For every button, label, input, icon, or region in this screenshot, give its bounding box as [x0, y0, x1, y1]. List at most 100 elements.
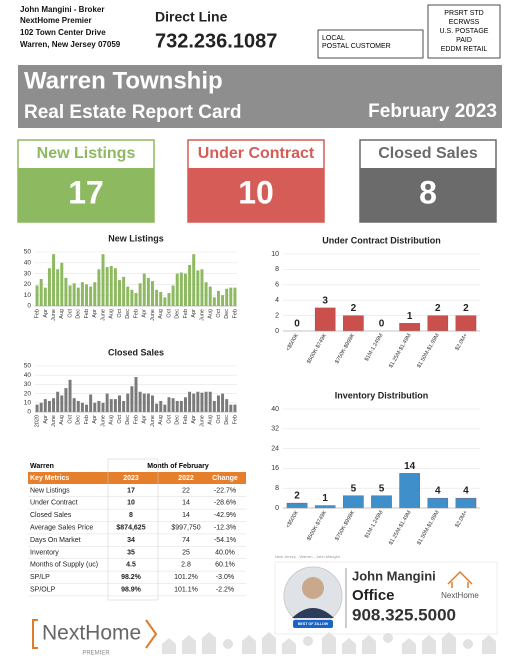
- postage-box: [427, 4, 501, 59]
- y-tick-label: 0: [275, 328, 279, 335]
- table-cell: 40.0%: [215, 549, 235, 556]
- table-cell: New Listings: [30, 487, 70, 494]
- bar: [159, 291, 163, 306]
- bar: [76, 287, 80, 306]
- table-cell: 25: [182, 549, 190, 556]
- y-tick-label: 24: [271, 445, 279, 452]
- footer-caption: New Jersey - Warren - John Mangini: [275, 554, 340, 559]
- y-tick-label: 10: [24, 292, 32, 299]
- bar: [233, 287, 237, 306]
- bar: [109, 266, 113, 306]
- table-cell: SP/LP: [30, 574, 50, 581]
- table-cell: 98.9%: [121, 587, 142, 594]
- house-icon: [322, 632, 336, 654]
- bar: [455, 315, 477, 332]
- direct-label: Direct Line: [155, 9, 228, 25]
- x-tick-label: Apr: [142, 415, 148, 424]
- table-period: Month of February: [147, 463, 209, 470]
- bar: [314, 505, 336, 509]
- card-logo: NextHome: [441, 591, 479, 600]
- table-column-header: 2023: [123, 475, 139, 482]
- bar: [60, 262, 64, 306]
- y-tick-label: 6: [275, 282, 279, 289]
- bar: [343, 315, 364, 332]
- table-area: Warren: [30, 463, 54, 470]
- bar: [221, 393, 225, 412]
- y-tick-label: 4: [275, 297, 279, 304]
- bar: [85, 284, 89, 306]
- table-cell: Inventory: [30, 549, 59, 556]
- y-tick-label: 40: [271, 406, 279, 413]
- bar: [155, 403, 159, 412]
- badge-text: BEST OF ZILLOW: [298, 622, 329, 626]
- bar: [200, 269, 204, 306]
- bar: [72, 283, 76, 306]
- card-logo-icon: [447, 570, 473, 588]
- summary-label: Closed Sales: [378, 145, 478, 162]
- house-icon: [402, 638, 416, 654]
- bar: [163, 404, 167, 412]
- bar: [399, 323, 420, 332]
- bar: [118, 395, 121, 412]
- table-column-shade: [107, 458, 159, 601]
- x-tick-label: Aug: [208, 415, 214, 425]
- bar: [138, 283, 142, 306]
- x-tick-label: Aug: [158, 415, 164, 425]
- bar: [221, 295, 225, 306]
- x-tick-label: Feb: [183, 309, 189, 318]
- bar: [113, 268, 117, 306]
- office-label: Office: [352, 587, 395, 604]
- table-cell: -42.9%: [214, 512, 236, 519]
- table-column-header: Change: [212, 475, 238, 482]
- x-tick-label: Dec: [224, 415, 230, 425]
- y-tick-label: 20: [24, 281, 32, 288]
- x-tick-label: Aug: [59, 415, 65, 425]
- bar: [80, 402, 84, 412]
- table-cell: Months of Supply (uc): [30, 562, 98, 569]
- bar: [167, 397, 171, 412]
- x-tick-label: Oct: [117, 309, 123, 318]
- x-tick-label: Feb: [232, 415, 238, 424]
- bar: [138, 391, 142, 412]
- bar: [427, 315, 449, 332]
- table-cell: Under Contract: [30, 500, 78, 507]
- table-cell: -2.2%: [216, 587, 234, 594]
- data-label: 4: [463, 486, 469, 497]
- x-tick-label: Apr: [43, 415, 49, 424]
- y-tick-label: 40: [24, 372, 32, 379]
- bar: [64, 277, 68, 306]
- bar: [286, 502, 308, 509]
- bar: [142, 393, 146, 412]
- x-tick-label: Dec: [125, 415, 131, 425]
- bar: [60, 395, 64, 412]
- house-icon: [442, 632, 456, 654]
- x-tick-label: Dec: [224, 309, 230, 319]
- chart-title: Closed Sales: [108, 347, 164, 357]
- data-label: 4: [435, 486, 441, 497]
- x-tick-label: Oct: [216, 309, 222, 318]
- x-tick-label: June: [51, 415, 57, 427]
- bar: [171, 285, 175, 306]
- house-icon: [202, 632, 216, 654]
- y-tick-label: 8: [275, 266, 279, 273]
- table-cell: 101.1%: [174, 587, 198, 594]
- table-cell: 34: [127, 537, 135, 544]
- bar: [183, 273, 187, 306]
- table-cell: $997,750: [171, 525, 200, 532]
- x-tick-label: June: [100, 415, 106, 427]
- postage-text: PRSRT STD: [444, 10, 483, 17]
- postage-text: U.S. POSTAGE: [440, 28, 489, 35]
- x-tick-label: June: [199, 415, 205, 427]
- direct-phone: 732.236.1087: [155, 30, 277, 52]
- bar: [52, 398, 56, 412]
- x-tick-label: Feb: [183, 415, 189, 424]
- x-tick-label: Feb: [232, 309, 238, 318]
- tree-icon: [223, 639, 233, 649]
- x-tick-label: June: [150, 309, 156, 321]
- bar: [142, 273, 146, 306]
- bar: [134, 293, 138, 306]
- data-label: 0: [379, 319, 385, 330]
- bar: [122, 276, 126, 306]
- table-column-header: 2022: [178, 475, 194, 482]
